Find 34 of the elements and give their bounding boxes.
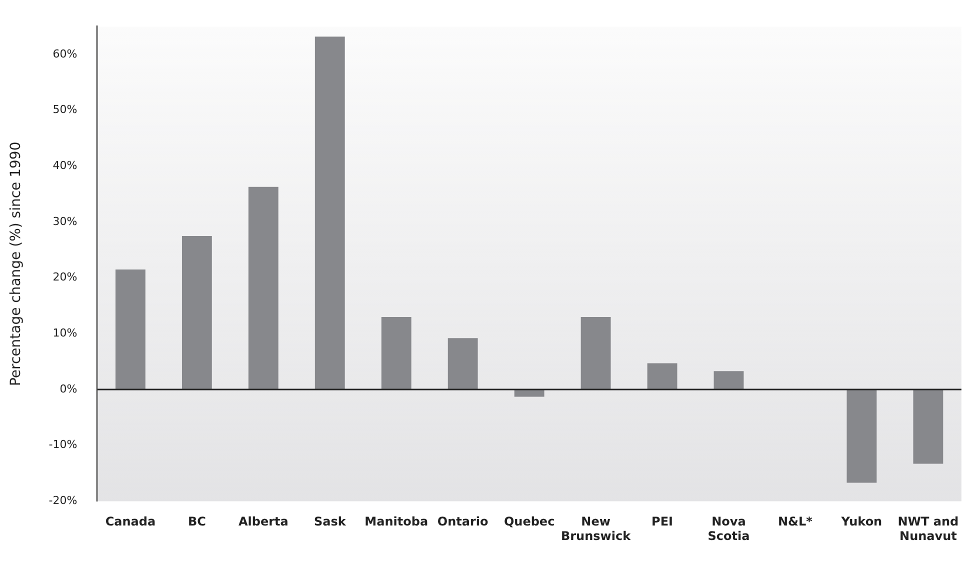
x-tick-label: NWT and Nunavut: [898, 514, 959, 543]
y-axis-title: Percentage change (%) since 1990: [8, 142, 24, 386]
x-tick-label: N&L*: [778, 514, 814, 529]
y-tick-label: 30%: [52, 214, 78, 228]
bar: [580, 316, 611, 390]
bar: [913, 390, 944, 464]
x-tick-label: Canada: [105, 514, 156, 529]
y-tick-label: 0%: [60, 382, 78, 396]
bar: [846, 390, 877, 483]
bar: [448, 338, 478, 390]
y-tick-label: 20%: [52, 270, 78, 284]
y-tick-label: -10%: [48, 438, 78, 452]
x-tick-label: New Brunswick: [561, 514, 632, 543]
x-tick-label: Manitoba: [364, 514, 428, 529]
y-tick-label: 40%: [52, 159, 78, 172]
y-tick-label: 60%: [52, 47, 78, 60]
bar: [248, 186, 278, 390]
bar: [381, 316, 412, 390]
bar: [647, 363, 678, 390]
x-tick-label: Yukon: [840, 514, 882, 529]
bar: [182, 236, 212, 390]
bar: [116, 269, 146, 390]
x-tick-label: Ontario: [437, 514, 488, 529]
x-tick-label: Nova Scotia: [708, 514, 750, 543]
x-tick-label: Sask: [314, 514, 347, 529]
x-tick-label: Quebec: [504, 514, 555, 529]
bar: [314, 36, 345, 390]
x-tick-label: PEI: [652, 514, 674, 529]
bar: [714, 371, 744, 390]
x-tick-label: Alberta: [238, 514, 288, 529]
x-tick-label: BC: [188, 514, 206, 529]
y-tick-label: 10%: [52, 326, 78, 340]
y-tick-label: 50%: [52, 103, 78, 116]
y-tick-label: -20%: [48, 494, 78, 508]
